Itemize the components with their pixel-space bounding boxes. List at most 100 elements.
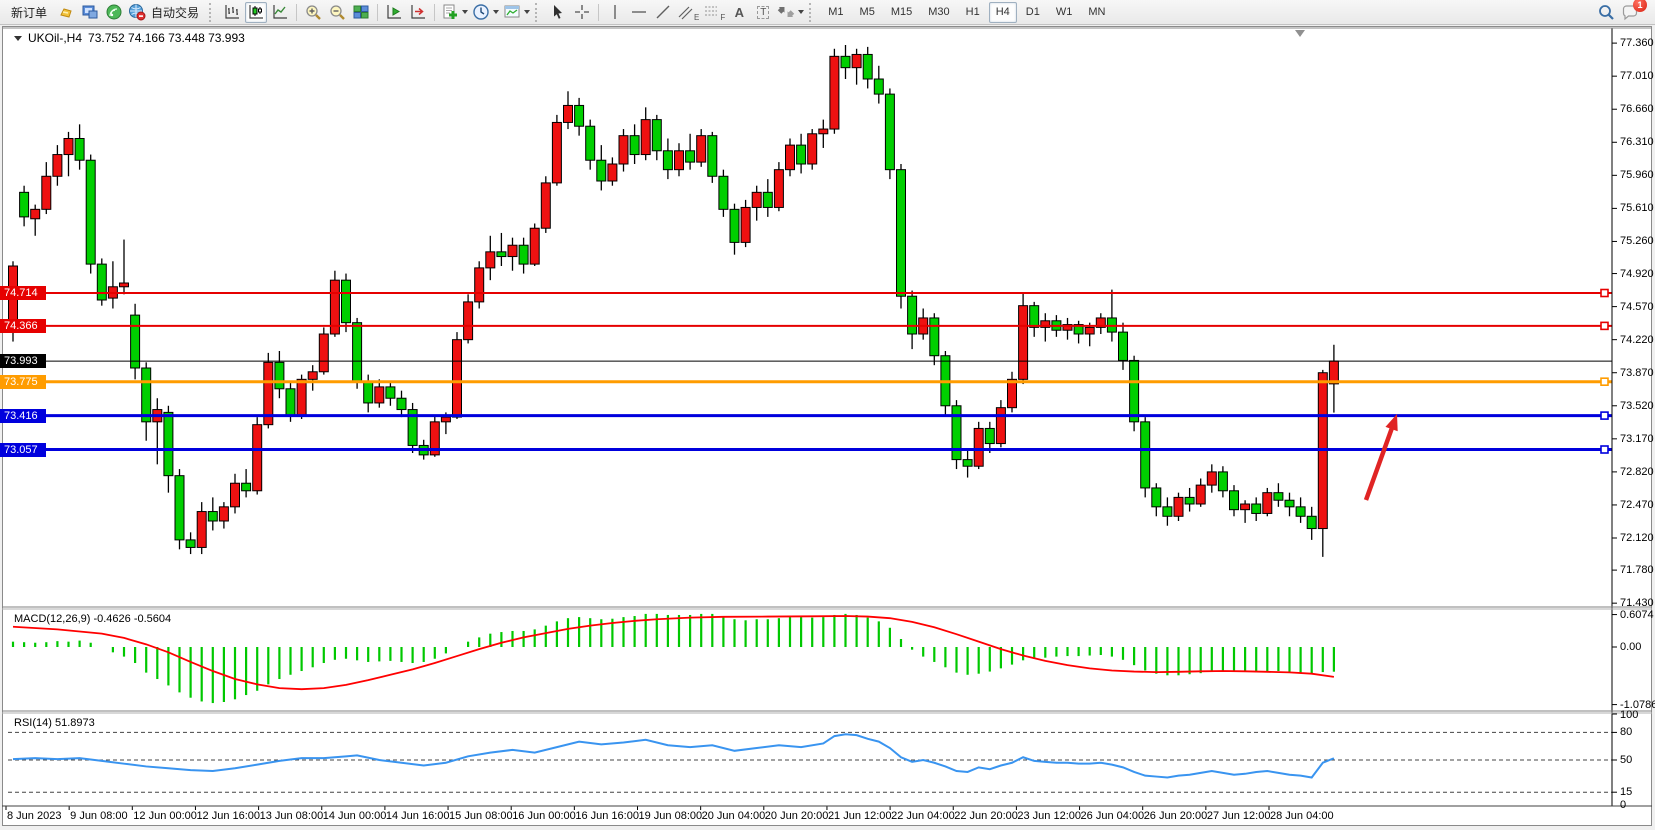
candle-body [52, 154, 63, 177]
timeframe-button-m1[interactable]: M1 [828, 6, 844, 18]
toolbar-grip[interactable] [209, 2, 215, 22]
timeframe-button-m5[interactable]: M5 [859, 6, 875, 18]
arrows-tool-button[interactable] [776, 2, 805, 23]
candle-body [452, 339, 462, 418]
timeframe-button-h1[interactable]: H1 [965, 6, 980, 18]
new-order-label: 新订单 [11, 5, 48, 20]
level-line-right-marker [1600, 377, 1609, 386]
candle-body [851, 53, 862, 69]
candle-body [1162, 506, 1173, 517]
autotrading-button[interactable]: 自动交易 [127, 2, 205, 23]
search-button[interactable] [1595, 2, 1617, 23]
candle-body [751, 191, 762, 208]
text-tool-button[interactable]: A [728, 2, 750, 23]
line-chart-type-button[interactable] [269, 2, 291, 23]
timeframe-button-m30[interactable]: M30 [928, 6, 950, 18]
zoom-out-icon [330, 5, 345, 20]
candle-body [574, 104, 585, 127]
timeframe-button-m15[interactable]: M15 [890, 6, 913, 18]
candle-body [862, 53, 873, 80]
candle-body [540, 182, 551, 229]
dropdown-caret-icon [524, 10, 531, 14]
timeframe-button-h4[interactable]: H4 [988, 1, 1017, 23]
candle-body [1184, 496, 1195, 505]
toolbar-grip[interactable] [535, 2, 541, 22]
level-line-right-marker [1600, 411, 1609, 420]
candle-body [651, 119, 662, 152]
candle-body [440, 416, 451, 423]
candle-body [1095, 317, 1106, 328]
bar-chart-icon [225, 5, 240, 19]
cursor-button[interactable] [547, 2, 569, 23]
candle-body [318, 333, 329, 373]
candle-body [740, 206, 751, 243]
timeframe-button-d1[interactable]: D1 [1025, 6, 1040, 18]
bar-chart-type-button[interactable] [221, 2, 243, 23]
zoom-in-button[interactable] [302, 2, 324, 23]
tile-windows-button[interactable] [350, 2, 372, 23]
indicators-button[interactable] [440, 2, 469, 23]
annotation-arrow-head [1385, 414, 1398, 432]
candle-body [896, 169, 906, 297]
equidistant-channel-tool-button[interactable]: E [676, 2, 700, 23]
candle-body [485, 251, 496, 269]
candle-body [496, 251, 507, 258]
crosshair-icon [575, 5, 590, 19]
gold-ingot-icon [60, 8, 72, 18]
signals-button[interactable] [103, 2, 125, 23]
candlestick-icon [249, 5, 264, 19]
timeframe-button-w1[interactable]: W1 [1055, 6, 1073, 18]
candle-body [1029, 305, 1040, 328]
candlestick-chart-type-button[interactable] [245, 1, 268, 23]
new-order-button[interactable]: 新订单 [5, 2, 53, 23]
chart-shift-button[interactable] [407, 2, 429, 23]
chart-window [2, 26, 1652, 826]
level-line-left-marker [8, 377, 17, 386]
toolbar-separator [434, 3, 436, 21]
candle-body [618, 135, 629, 165]
timeframe-button-mn[interactable]: MN [1088, 6, 1106, 18]
dropdown-caret-icon [798, 10, 805, 14]
candle-body [1073, 324, 1084, 335]
candle-body [85, 159, 96, 265]
trendline-icon [656, 5, 670, 19]
notifications-button[interactable]: 1 [1619, 0, 1647, 23]
candle-body [385, 386, 396, 399]
candle-body [718, 175, 729, 210]
rsi-line [12, 733, 1335, 779]
auto-scroll-button[interactable] [383, 2, 405, 23]
candle-body [241, 482, 252, 492]
templates-button[interactable] [502, 2, 531, 23]
toolbar-grip[interactable] [809, 2, 815, 22]
tile-windows-icon [353, 5, 369, 19]
candle-body [1251, 503, 1262, 514]
fibonacci-tool-button[interactable]: F [702, 2, 726, 23]
periods-button[interactable] [471, 2, 500, 23]
text-label-tool-button[interactable]: T [752, 2, 774, 23]
candle-body [1129, 359, 1140, 423]
candle-body [74, 138, 85, 161]
candle-body [218, 506, 229, 522]
candle-body [1284, 499, 1295, 508]
candle-body [474, 267, 485, 303]
deposit-button[interactable] [55, 2, 77, 23]
candle-body [429, 421, 440, 456]
crosshair-button[interactable] [571, 2, 593, 23]
terminal-button[interactable] [79, 2, 101, 23]
candle-body [607, 163, 618, 182]
zoom-out-button[interactable] [326, 2, 348, 23]
candle-body [907, 295, 918, 335]
candle-body [363, 380, 374, 404]
candle-body [96, 263, 107, 301]
vertical-line-tool-button[interactable] [604, 2, 626, 23]
zoom-in-icon [306, 5, 321, 20]
annotation-arrow-shaft [1363, 422, 1396, 501]
autotrading-globe-icon [129, 4, 146, 21]
label-tool-icon: T [757, 5, 770, 19]
horizontal-line-tool-button[interactable] [628, 2, 650, 23]
trendline-tool-button[interactable] [652, 2, 674, 23]
candle-body [696, 135, 707, 163]
candle-body [341, 279, 351, 324]
candle-body [507, 244, 518, 258]
